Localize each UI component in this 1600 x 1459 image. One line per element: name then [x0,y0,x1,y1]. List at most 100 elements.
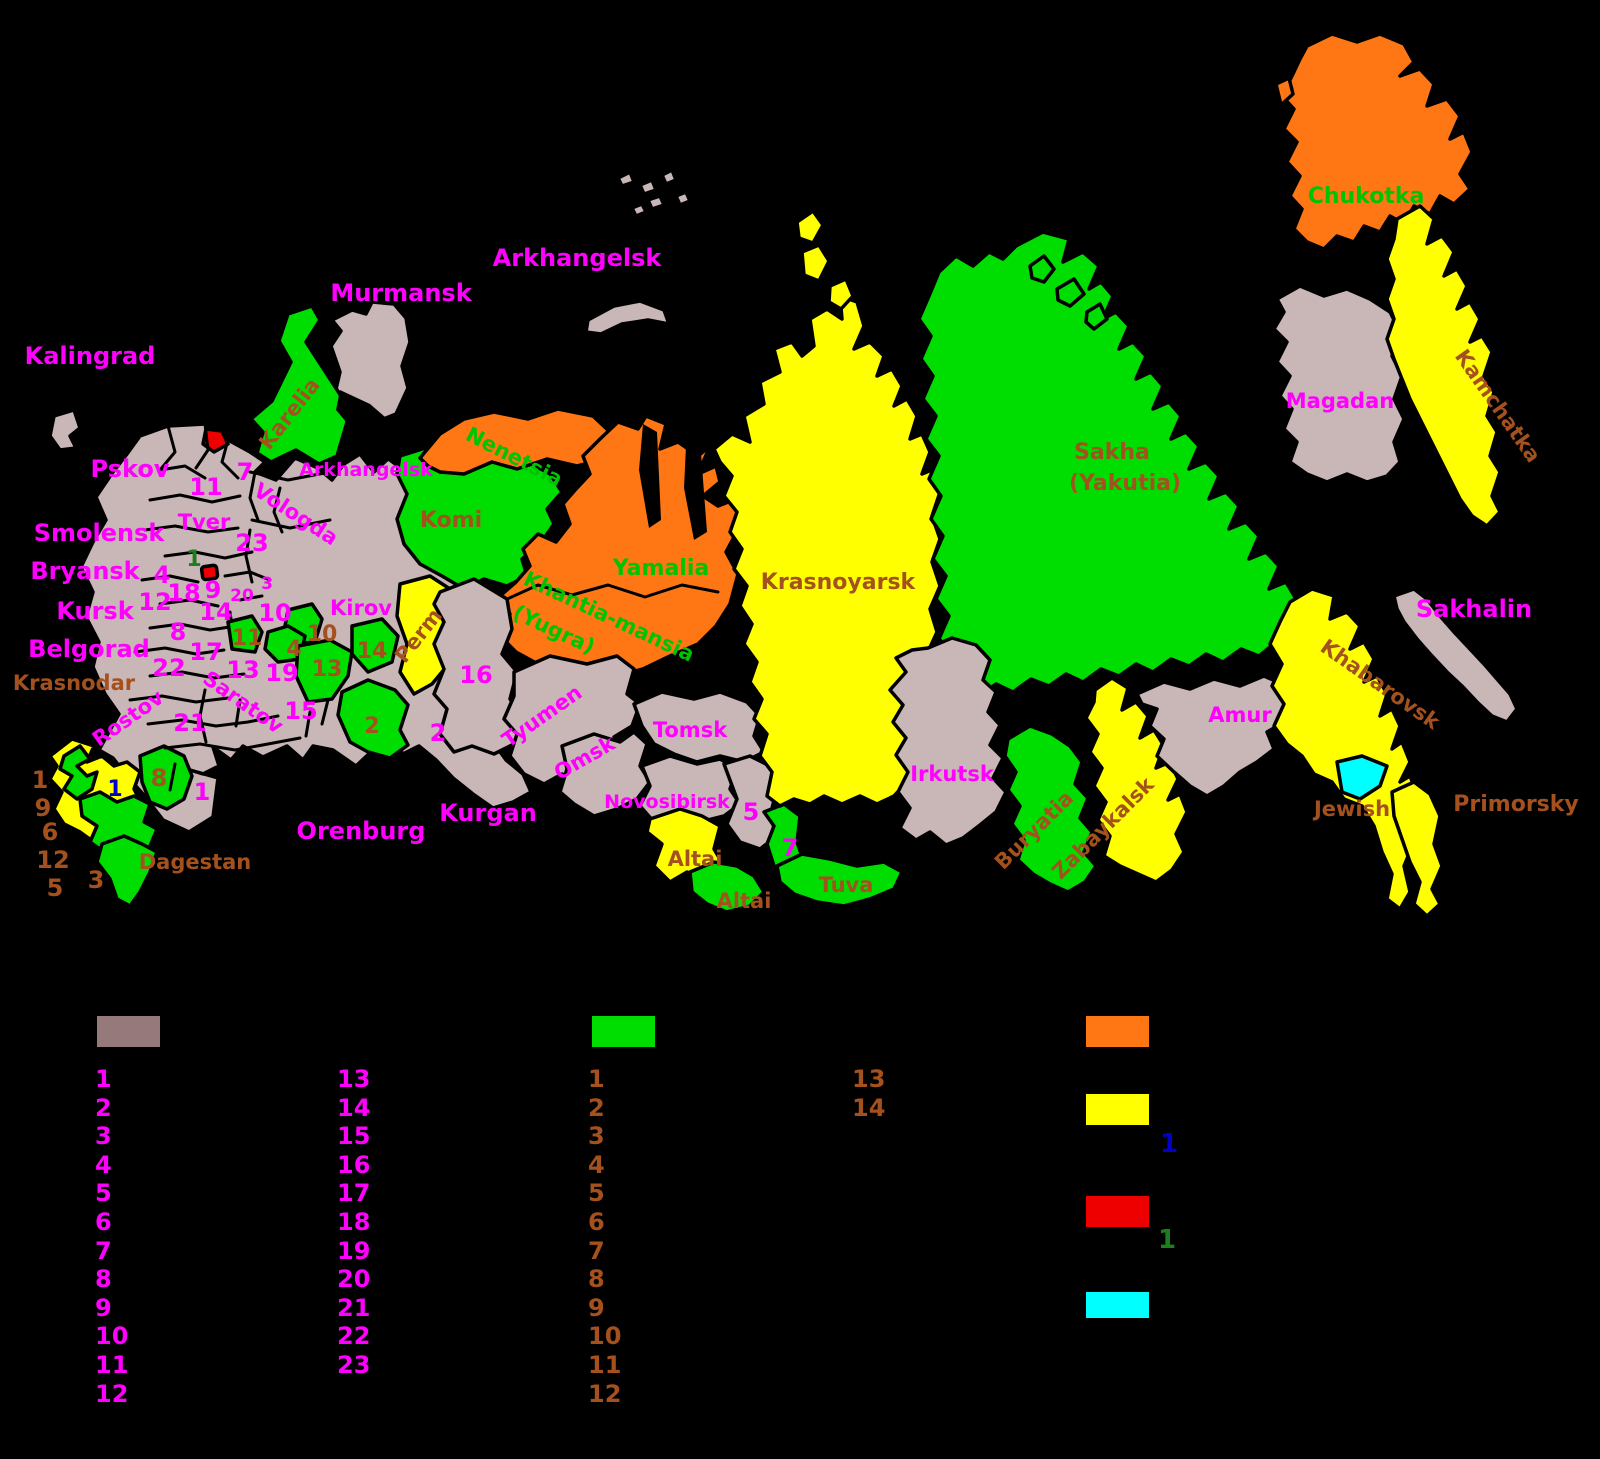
map-label-amur: Amur [1208,703,1272,727]
legend-swatch-orange [1086,1016,1149,1047]
map-label-orenburg: Orenburg [297,817,426,845]
legend-item-gray-col-2-13: 13 [337,1065,370,1093]
map-label-num-3-w: 3 [261,574,273,594]
map-label-num-3-cauc: 3 [88,866,105,894]
island [630,202,648,218]
legend-item-gray-col-2-18: 18 [337,1208,370,1236]
map-label-num-10-volga: 10 [307,622,338,647]
region-volga-14 [350,617,400,674]
map-label-num-20-w: 20 [230,586,254,606]
novaya-zemlya-island [584,299,671,336]
region-st-petersburg [201,427,230,454]
map-label-murmansk: Murmansk [330,279,472,307]
map-label-komi: Komi [420,508,482,533]
island [795,209,825,245]
island [1084,302,1109,331]
volga-green-regions [226,602,410,760]
white-sea [336,390,417,472]
map-label-num-8-kalmykia: 8 [151,764,168,792]
map-label-altai-rep: Altai [717,889,772,913]
map-label-num-23: 23 [235,529,268,557]
map-label-krasnoyarsk: Krasnoyarsk [761,570,917,595]
map-label-num-17: 17 [189,638,222,666]
map-label-tuva: Tuva [819,873,874,897]
legend-item-gray-col-2-21: 21 [337,1294,370,1322]
region-omsk [558,730,652,818]
legend-item-green-col-1-11: 11 [588,1351,621,1379]
island [660,168,678,186]
map-label-num-13-volga: 13 [312,657,343,682]
legend-yellow-item-number: 1 [1160,1129,1178,1159]
island [827,277,855,311]
map-label-num-7-khakassia: 7 [782,834,799,862]
legend-item-green-col-1-12: 12 [588,1380,621,1408]
island [800,243,831,283]
map-label-bryansk: Bryansk [30,557,140,585]
map-label-num-1-moscow: 1 [186,547,201,572]
region-jewish [1335,754,1389,801]
map-label-arkhangelsk-small: Arkhangelsk [299,459,433,481]
region-kamchatka [1385,204,1502,528]
region-krasnoyarsk [712,294,942,808]
map-label-num-2-bashkir: 2 [364,714,379,739]
map-label-num-1-cauc: 1 [32,766,49,794]
map-label-num-11-volga: 11 [232,626,263,651]
map-label-num-6-cauc: 6 [42,818,59,846]
region-kalmykia-8 [138,744,194,811]
legend-item-green-col-1-10: 10 [588,1322,621,1350]
map-label-irkutsk: Irkutsk [910,762,995,786]
map-label-arkhangelsk-big: Arkhangelsk [493,244,663,272]
map-label-num-22: 22 [152,654,185,682]
region-magadan [1272,284,1406,484]
island [616,170,636,188]
legend-item-gray-col-1-7: 7 [95,1237,112,1265]
map-label-num-5-cauc: 5 [47,874,64,902]
legend-item-gray-col-2-20: 20 [337,1265,370,1293]
legend-item-gray-col-2-19: 19 [337,1237,370,1265]
map-label-kursk: Kursk [56,597,134,625]
legend-item-green-col-2-13: 13 [852,1065,885,1093]
legend-item-gray-col-1-8: 8 [95,1265,112,1293]
map-label-num-19: 19 [265,659,298,687]
map-label-jewish: Jewish [1312,797,1390,821]
taz-gulf [684,446,707,540]
legend-item-gray-col-1-5: 5 [95,1179,112,1207]
yamalia-khantia-border [503,583,720,602]
map-label-primorsky: Primorsky [1453,792,1578,817]
wrangel-island [1274,76,1295,107]
region-volga-11 [226,614,264,654]
legend-item-green-col-1-5: 5 [588,1179,605,1207]
map-label-num-21: 21 [173,709,206,737]
legend-item-gray-col-2-23: 23 [337,1351,370,1379]
region-volga-13 [294,638,354,704]
island [1055,277,1086,308]
island [646,194,666,211]
franz-josef-islands [616,168,692,218]
legend-item-gray-col-2-15: 15 [337,1122,370,1150]
map-label-sakha-line1: Sakha [1074,440,1150,465]
map-label-tomsk: Tomsk [653,718,728,742]
map-label-altai-krai: Altai [668,847,723,871]
legend-swatch-yellow [1086,1094,1149,1125]
legend-item-green-col-1-1: 1 [588,1065,605,1093]
map-label-belgorad: Belgorad [28,635,150,663]
region-amur [1135,674,1299,798]
map-label-num-13-w: 13 [226,656,259,684]
novosibirsk-islands [1028,254,1109,331]
map-label-num-8-w: 8 [170,618,187,646]
legend-item-gray-col-1-12: 12 [95,1380,128,1408]
map-label-num-14-w: 14 [199,598,232,626]
map-label-novosibirsk: Novosibirsk [604,791,730,813]
legend-item-green-col-1-4: 4 [588,1151,605,1179]
legend-number-columns: 1234567891011121314151617181920212223123… [95,1065,885,1408]
map-label-num-14-volga: 14 [357,639,388,664]
legend-swatch-green [592,1016,655,1047]
region-altai-republic [688,860,766,914]
legend-item-gray-col-1-4: 4 [95,1151,112,1179]
legend-item-gray-col-1-10: 10 [95,1322,128,1350]
legend-item-gray-col-2-22: 22 [337,1322,370,1350]
map-label-num-1-astrakhan: 1 [194,778,211,806]
map-label-num-15: 15 [284,697,317,725]
